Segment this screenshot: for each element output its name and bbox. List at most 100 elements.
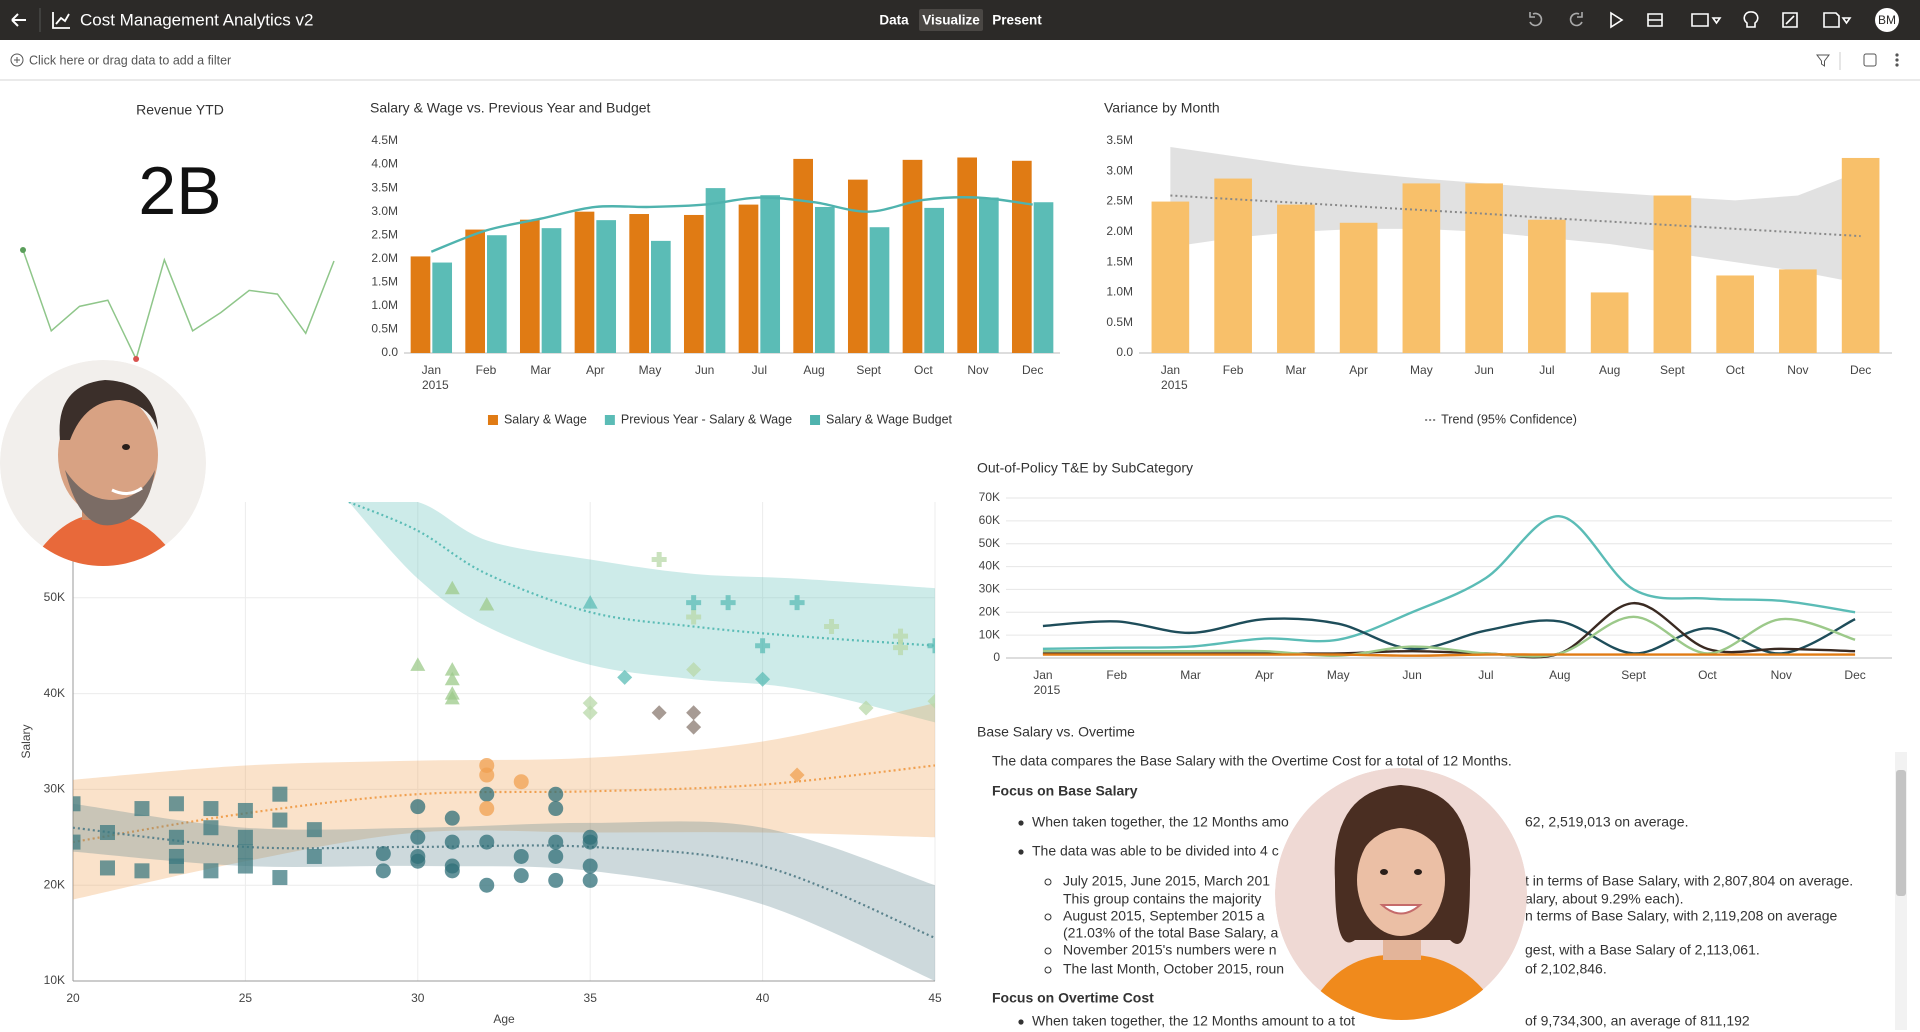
bar[interactable] <box>1528 219 1566 353</box>
point[interactable] <box>237 829 253 845</box>
point[interactable] <box>548 801 564 817</box>
bar[interactable] <box>629 214 649 353</box>
bar[interactable] <box>902 159 923 353</box>
point[interactable] <box>893 628 909 644</box>
point[interactable] <box>168 796 184 812</box>
bar[interactable] <box>1716 275 1754 353</box>
bar[interactable] <box>924 207 945 353</box>
bar[interactable] <box>760 195 781 353</box>
tab[interactable]: Present <box>992 13 1042 28</box>
bar[interactable] <box>574 211 595 353</box>
point[interactable] <box>237 802 253 818</box>
point[interactable] <box>927 693 943 709</box>
point[interactable] <box>444 690 460 705</box>
point[interactable] <box>66 796 81 812</box>
point[interactable] <box>927 638 943 654</box>
point[interactable] <box>410 657 426 671</box>
point[interactable] <box>651 705 667 721</box>
line-series[interactable] <box>1042 615 1856 658</box>
point[interactable] <box>582 695 598 711</box>
point[interactable] <box>66 834 81 850</box>
bar[interactable] <box>1779 269 1817 353</box>
point[interactable] <box>444 834 460 850</box>
point[interactable] <box>272 870 288 886</box>
point[interactable] <box>513 868 529 884</box>
point[interactable] <box>858 700 874 716</box>
bar[interactable] <box>465 229 485 353</box>
point[interactable] <box>375 863 391 879</box>
point[interactable] <box>824 619 840 635</box>
point[interactable] <box>686 595 702 611</box>
save[interactable] <box>1823 12 1852 28</box>
bar[interactable] <box>1590 292 1629 353</box>
point[interactable] <box>686 719 702 735</box>
point[interactable] <box>582 595 598 609</box>
undo[interactable] <box>1529 12 1543 27</box>
point[interactable] <box>513 848 529 864</box>
point[interactable] <box>444 580 460 595</box>
point[interactable] <box>203 801 219 817</box>
point[interactable] <box>582 705 598 721</box>
bar[interactable] <box>815 206 835 353</box>
line-series[interactable] <box>430 196 1033 253</box>
bar[interactable] <box>738 204 759 353</box>
point[interactable] <box>306 822 322 838</box>
bar[interactable] <box>651 240 671 353</box>
filter-placeholder[interactable]: Click here or drag data to add a filter <box>29 53 231 67</box>
line-series[interactable] <box>1042 653 1856 657</box>
bar[interactable] <box>432 262 453 353</box>
point[interactable] <box>99 825 115 841</box>
bar[interactable] <box>1151 201 1190 353</box>
line-series[interactable] <box>1042 617 1856 655</box>
point[interactable] <box>582 858 598 874</box>
run[interactable] <box>1610 11 1624 29</box>
point[interactable] <box>272 812 288 828</box>
bar[interactable] <box>793 158 813 353</box>
point[interactable] <box>444 662 460 676</box>
point[interactable] <box>479 767 495 783</box>
point[interactable] <box>893 640 909 656</box>
point[interactable] <box>755 671 771 687</box>
point[interactable] <box>237 858 253 874</box>
bar[interactable] <box>1402 183 1441 353</box>
point[interactable] <box>410 799 426 815</box>
bar[interactable] <box>705 188 726 353</box>
bar[interactable] <box>410 256 431 353</box>
bar[interactable] <box>1277 204 1315 353</box>
bar[interactable] <box>979 197 999 353</box>
bar[interactable] <box>1339 222 1378 353</box>
bar[interactable] <box>869 227 890 353</box>
point[interactable] <box>686 662 702 678</box>
point[interactable] <box>686 705 702 721</box>
point[interactable] <box>479 597 495 611</box>
bar[interactable] <box>519 219 540 353</box>
back-button[interactable] <box>11 13 26 27</box>
point[interactable] <box>203 863 219 879</box>
canvas-settings[interactable] <box>1863 53 1877 67</box>
bar[interactable] <box>1011 160 1032 353</box>
point[interactable] <box>720 595 736 611</box>
point[interactable] <box>306 848 322 864</box>
point[interactable] <box>203 820 219 836</box>
export[interactable] <box>1782 12 1798 28</box>
point[interactable] <box>410 829 426 845</box>
point[interactable] <box>479 877 495 893</box>
point[interactable] <box>272 786 288 802</box>
point[interactable] <box>548 786 564 802</box>
bar[interactable] <box>1465 183 1503 353</box>
more-menu[interactable] <box>1895 53 1899 67</box>
redo[interactable] <box>1569 12 1583 27</box>
point[interactable] <box>582 834 598 850</box>
bar[interactable] <box>847 179 868 353</box>
data-action[interactable] <box>1647 13 1663 27</box>
narrate[interactable] <box>1691 13 1722 27</box>
point[interactable] <box>444 863 460 879</box>
point[interactable] <box>755 638 771 654</box>
point[interactable] <box>168 858 184 874</box>
bar[interactable] <box>1653 195 1692 353</box>
bar[interactable] <box>1841 157 1880 353</box>
avatar[interactable] <box>1875 8 1899 32</box>
point[interactable] <box>410 853 426 869</box>
tab[interactable]: Visualize <box>922 13 980 28</box>
point[interactable] <box>789 595 805 611</box>
